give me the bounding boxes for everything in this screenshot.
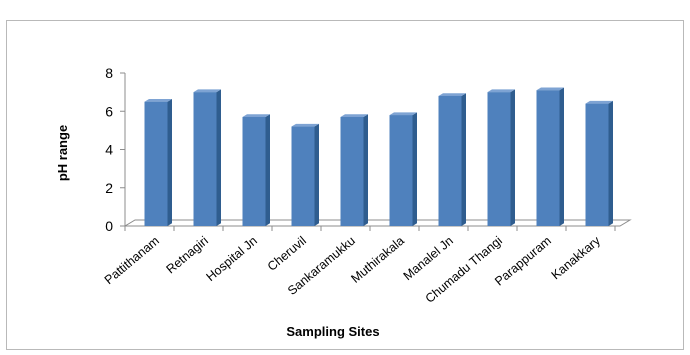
bar-1: [144, 98, 172, 226]
bar-side: [608, 100, 613, 226]
bar-top: [389, 112, 417, 116]
bar-6: [389, 112, 417, 226]
y-tick-label: 8: [105, 65, 113, 81]
bar-top: [487, 89, 515, 93]
bar-top: [144, 98, 172, 102]
x-tick-label: Retnagiri: [164, 234, 211, 277]
bar-front: [438, 95, 462, 226]
bar-7: [438, 93, 466, 226]
x-tick-label: Muthirakala: [348, 234, 407, 286]
bar-side: [363, 114, 368, 226]
y-tick-label: 0: [105, 218, 113, 234]
bar-top: [340, 114, 368, 117]
bar-side: [265, 114, 270, 226]
x-tick-label: Kanakkary: [549, 233, 604, 282]
bar-front: [242, 116, 266, 226]
bar-top: [585, 100, 613, 104]
bar-front: [291, 126, 315, 226]
bar-9: [536, 87, 564, 227]
bar-front: [144, 101, 168, 226]
bar-side: [559, 87, 564, 226]
bar-side: [412, 112, 417, 226]
bar-5: [340, 114, 368, 226]
bar-top: [193, 89, 221, 93]
bar-side: [314, 123, 319, 226]
bar-top: [536, 87, 564, 91]
y-tick-label: 4: [105, 142, 113, 158]
bar-front: [487, 92, 511, 226]
bar-top: [291, 123, 319, 127]
y-tick-label: 2: [105, 180, 113, 196]
x-tick-label: Cheruvil: [265, 234, 309, 274]
bar-top: [438, 93, 466, 96]
bar-10: [585, 100, 613, 226]
x-tick-label: Pattithanam: [102, 234, 162, 288]
bar-side: [461, 93, 466, 226]
bar-front: [389, 115, 413, 226]
bar-2: [193, 89, 221, 226]
y-tick-label: 6: [105, 103, 113, 119]
y-axis-ticks: 0 2 4 6 8: [105, 65, 125, 234]
bar-front: [536, 90, 560, 227]
x-tick-label: Hospital Jn: [204, 234, 260, 285]
bar-3: [242, 114, 270, 226]
bar-side: [216, 89, 221, 226]
bars: [144, 87, 613, 227]
bar-front: [585, 103, 609, 226]
bar-8: [487, 89, 515, 226]
bar-front: [340, 116, 364, 226]
bar-front: [193, 92, 217, 226]
bar-top: [242, 114, 270, 117]
bar-4: [291, 123, 319, 226]
bar-side: [510, 89, 515, 226]
y-axis-title: pH range: [55, 125, 70, 181]
x-axis-title: Sampling Sites: [286, 324, 379, 339]
bar-side: [167, 98, 172, 226]
